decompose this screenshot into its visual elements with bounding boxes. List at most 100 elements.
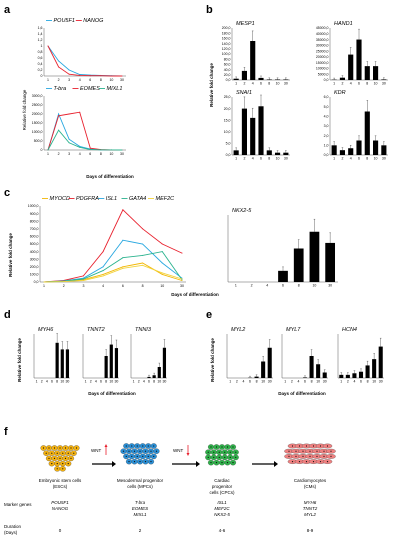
nucleus [56, 468, 58, 470]
nucleus [224, 456, 226, 458]
bar [157, 367, 161, 378]
data-point [142, 262, 144, 264]
x-tick-label: 10 [312, 284, 316, 288]
nucleus [125, 455, 127, 457]
bar [302, 377, 308, 378]
nucleus [64, 447, 67, 449]
bar [348, 54, 354, 80]
bar [241, 108, 247, 155]
nucleus [131, 455, 133, 457]
x-tick-label: 10 [261, 380, 265, 384]
nucleus [215, 462, 218, 464]
marker-gene: MIXL1 [133, 512, 147, 517]
x-tick-label: 10 [160, 284, 164, 288]
x-tick-label: 30 [323, 380, 327, 384]
nucleus [226, 462, 229, 464]
line-chart-c1: 0,0 100,0 200,0 300,0 400,0 500,0 600,0 700,0 80… [28, 196, 186, 288]
nucleus [131, 445, 133, 447]
schema-layer: WNT WNT Embryonic stem cells(ESCs) POU5F1NA… [4, 443, 336, 535]
x-tick-label: 1 [235, 284, 237, 288]
nucleus [288, 455, 290, 457]
nucleus [62, 463, 64, 465]
nucleus [316, 450, 318, 452]
y-tick-label: 0,8 [38, 50, 43, 54]
stage-duration: 2 [139, 528, 142, 533]
nucleus [42, 447, 45, 449]
series-line-NANOG [47, 45, 122, 77]
x-tick-label: 8 [153, 380, 155, 384]
x-tick-label: 6 [122, 284, 124, 288]
nucleus [122, 450, 125, 452]
x-tick-label: 2 [291, 380, 293, 384]
nucleus [51, 463, 53, 465]
y-tick-label: 200,0 [30, 265, 39, 269]
bar [293, 248, 304, 282]
arrow-head [112, 461, 116, 467]
nucleus [229, 456, 231, 458]
nucleus [70, 457, 72, 459]
x-tick-label: 8 [105, 380, 107, 384]
bar [316, 364, 321, 378]
data-point [79, 111, 81, 113]
x-tick-label: 4 [297, 380, 299, 384]
cell-cluster-cpc [205, 444, 239, 466]
data-point [122, 209, 124, 211]
x-tick-label: 3 [82, 284, 84, 288]
y-tick-label: 160,0 [222, 37, 231, 41]
data-point [43, 281, 45, 283]
x-tick-label: 6 [282, 284, 284, 288]
nucleus [150, 450, 152, 452]
data-point [82, 275, 84, 277]
x-tick-label: 6 [249, 380, 251, 384]
series-line-POU5F1 [47, 45, 123, 77]
y-tick-label: 0,0 [34, 280, 39, 284]
y-tick-label: 40,0 [224, 68, 231, 72]
x-tick-label: 1 [333, 157, 335, 161]
chart-title: MESP1 [236, 21, 255, 27]
y-tick-label: 500,0 [30, 242, 39, 246]
nucleus [133, 450, 136, 452]
nucleus [155, 450, 158, 452]
panel-a-ylabel: Relative fold change [22, 89, 27, 130]
data-point [63, 281, 65, 283]
chart-title: HCN4 [342, 327, 357, 333]
y-tick-label: 3000,0 [32, 94, 43, 98]
series-line-PDGFRA [43, 209, 183, 283]
data-point [142, 228, 144, 230]
panel-d-label: d [4, 309, 11, 321]
y-tick-label: 0,6 [38, 56, 43, 60]
x-tick-label: 2 [243, 157, 245, 161]
series-line-MEF2C [43, 264, 183, 283]
x-tick-label: 3 [68, 152, 70, 156]
y-tick-label: 100,0 [222, 52, 231, 56]
nucleus [298, 445, 301, 447]
data-point [79, 74, 81, 75]
nucleus [125, 445, 127, 447]
y-tick-label: 40000,0 [316, 32, 329, 36]
bar [283, 79, 289, 80]
bar [254, 376, 259, 378]
x-tick-label: 10 [109, 78, 113, 82]
y-tick-label: 30000,0 [316, 44, 329, 48]
y-tick-label: 900,0 [30, 212, 39, 216]
data-point [142, 264, 144, 266]
nucleus [221, 462, 223, 464]
x-tick-label: 2 [58, 152, 60, 156]
x-tick-label: 8 [366, 157, 368, 161]
nucleus [128, 461, 130, 463]
bar [352, 373, 357, 378]
y-tick-label: 1000,0 [32, 130, 43, 134]
y-tick-label: 0 [41, 148, 43, 152]
data-point [79, 145, 81, 147]
x-tick-label: 30 [114, 380, 118, 384]
legend-label: T-bra [54, 86, 67, 92]
x-tick-label: 6 [148, 380, 150, 384]
x-tick-label: 8 [100, 78, 102, 82]
nucleus [309, 455, 311, 457]
legend-label: MEF2C [156, 196, 175, 202]
x-tick-label: 30 [65, 380, 69, 384]
marker-gene: T-bra [135, 500, 146, 505]
x-tick-label: 30 [379, 380, 383, 384]
